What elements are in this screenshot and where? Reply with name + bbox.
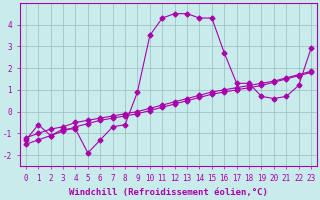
X-axis label: Windchill (Refroidissement éolien,°C): Windchill (Refroidissement éolien,°C) [69, 188, 268, 197]
